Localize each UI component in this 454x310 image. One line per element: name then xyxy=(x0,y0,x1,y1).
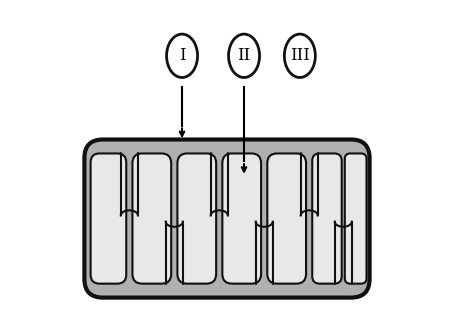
Ellipse shape xyxy=(167,34,197,78)
FancyBboxPatch shape xyxy=(178,153,216,284)
Ellipse shape xyxy=(228,34,260,78)
Text: II: II xyxy=(237,47,251,64)
Text: III: III xyxy=(290,47,310,64)
FancyBboxPatch shape xyxy=(345,153,366,284)
Text: I: I xyxy=(179,47,185,64)
FancyBboxPatch shape xyxy=(312,153,342,284)
FancyBboxPatch shape xyxy=(267,153,306,284)
FancyBboxPatch shape xyxy=(84,140,370,298)
FancyBboxPatch shape xyxy=(91,153,126,284)
FancyBboxPatch shape xyxy=(133,153,171,284)
FancyBboxPatch shape xyxy=(222,153,261,284)
Ellipse shape xyxy=(284,34,316,78)
